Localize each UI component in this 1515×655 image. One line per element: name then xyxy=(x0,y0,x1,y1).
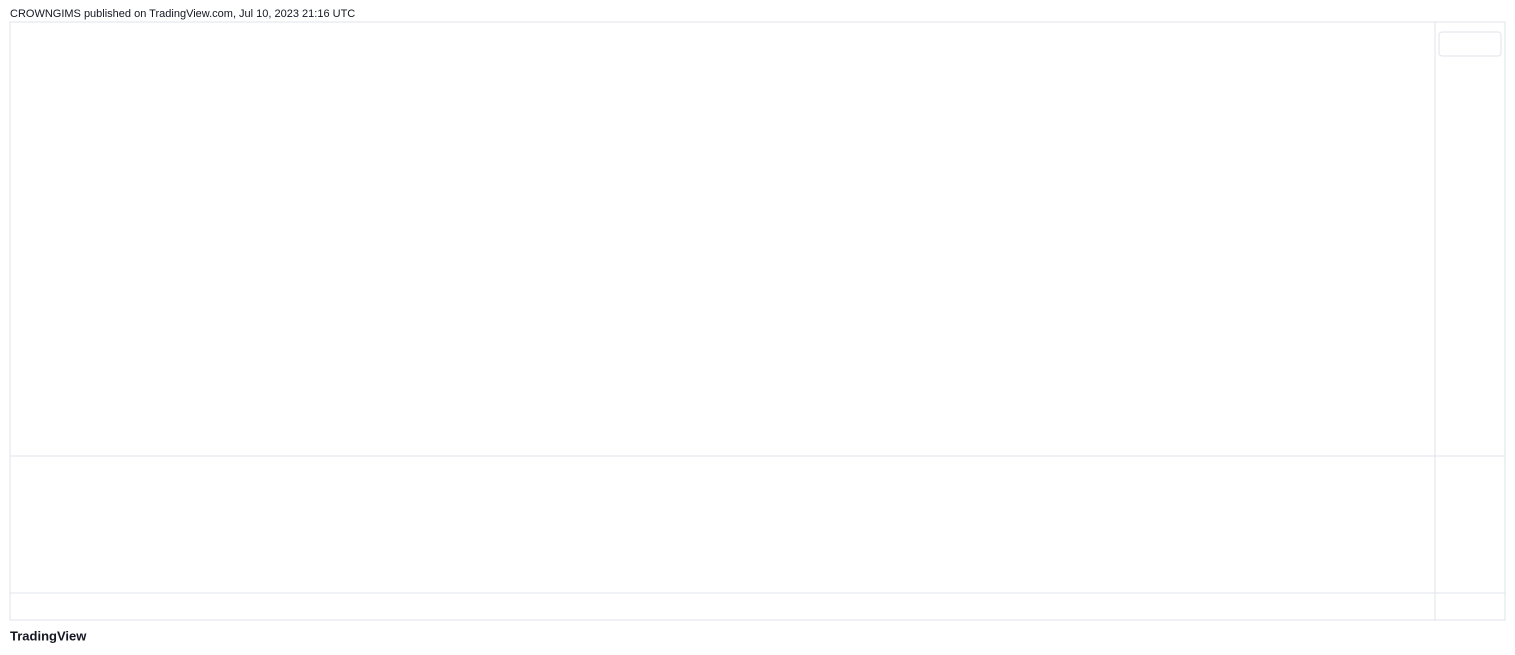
toolbar-button[interactable] xyxy=(1438,31,1502,57)
footer: TradingView xyxy=(10,628,87,643)
publisher: CROWNGIMS published on TradingView.com, … xyxy=(10,8,355,20)
frame xyxy=(9,21,1506,621)
